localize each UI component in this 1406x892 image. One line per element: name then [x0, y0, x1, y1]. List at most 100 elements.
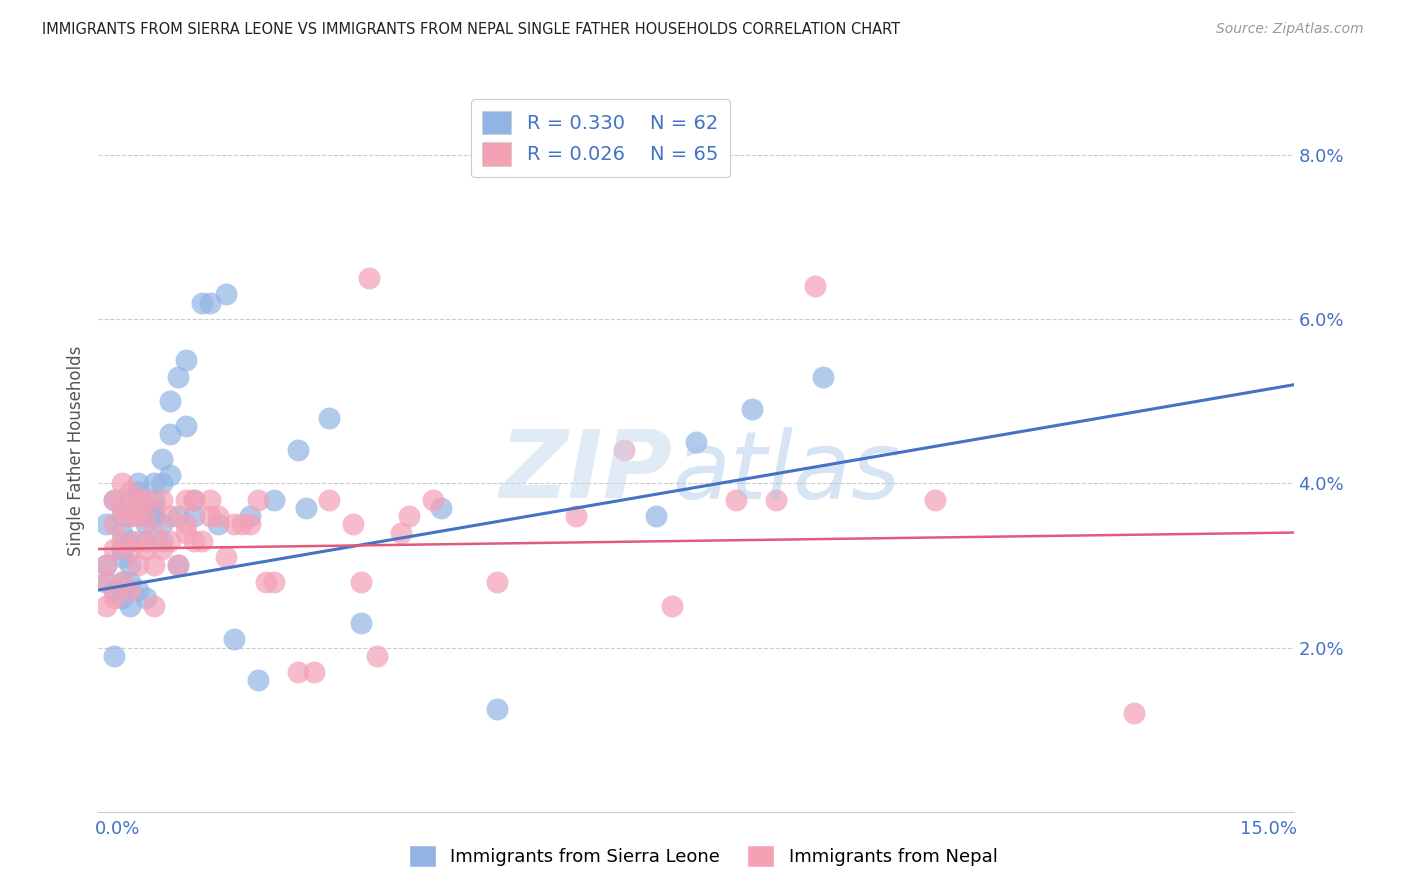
Point: [111, 525, 134, 540]
Point: [685, 435, 707, 450]
Point: [813, 369, 835, 384]
Point: [191, 295, 214, 310]
Y-axis label: Single Father Households: Single Father Households: [66, 345, 84, 556]
Point: [174, 353, 197, 368]
Text: 15.0%: 15.0%: [1240, 821, 1298, 838]
Point: [485, 702, 508, 716]
Point: [120, 541, 142, 556]
Point: [127, 558, 149, 573]
Point: [389, 525, 412, 540]
Point: [804, 279, 827, 293]
Point: [135, 591, 157, 606]
Point: [111, 574, 134, 589]
Point: [150, 533, 173, 548]
Point: [565, 509, 588, 524]
Point: [302, 665, 325, 680]
Point: [111, 591, 134, 606]
Point: [96, 517, 118, 532]
Point: [127, 476, 149, 491]
Point: [287, 665, 309, 680]
Point: [143, 509, 166, 524]
Point: [183, 492, 205, 507]
Legend: R = 0.330    N = 62, R = 0.026    N = 65: R = 0.330 N = 62, R = 0.026 N = 65: [471, 99, 730, 178]
Point: [96, 558, 118, 573]
Point: [239, 517, 262, 532]
Text: ZIP: ZIP: [499, 426, 672, 518]
Point: [150, 541, 173, 556]
Point: [350, 615, 373, 630]
Point: [111, 509, 134, 524]
Point: [143, 476, 166, 491]
Point: [215, 550, 238, 565]
Point: [103, 591, 125, 606]
Point: [96, 574, 118, 589]
Point: [246, 492, 269, 507]
Point: [924, 492, 946, 507]
Point: [150, 492, 173, 507]
Point: [167, 558, 190, 573]
Point: [294, 500, 316, 515]
Point: [135, 509, 157, 524]
Point: [111, 550, 134, 565]
Point: [159, 468, 181, 483]
Point: [485, 574, 508, 589]
Point: [254, 574, 277, 589]
Point: [183, 509, 205, 524]
Point: [127, 582, 149, 597]
Point: [120, 582, 142, 597]
Point: [120, 558, 142, 573]
Point: [127, 533, 149, 548]
Point: [111, 500, 134, 515]
Point: [120, 509, 142, 524]
Point: [103, 492, 125, 507]
Point: [135, 517, 157, 532]
Point: [263, 574, 285, 589]
Point: [150, 517, 173, 532]
Point: [143, 558, 166, 573]
Point: [120, 574, 142, 589]
Point: [120, 509, 142, 524]
Point: [127, 492, 149, 507]
Point: [103, 648, 125, 663]
Point: [174, 525, 197, 540]
Point: [246, 673, 269, 688]
Point: [111, 476, 134, 491]
Point: [96, 599, 118, 614]
Point: [127, 484, 149, 499]
Point: [318, 410, 340, 425]
Point: [366, 648, 388, 663]
Point: [120, 599, 142, 614]
Text: atlas: atlas: [672, 426, 900, 517]
Point: [198, 492, 221, 507]
Point: [350, 574, 373, 589]
Point: [359, 271, 381, 285]
Point: [198, 509, 221, 524]
Point: [422, 492, 444, 507]
Point: [135, 492, 157, 507]
Point: [135, 509, 157, 524]
Point: [183, 492, 205, 507]
Point: [103, 582, 125, 597]
Point: [111, 533, 134, 548]
Point: [143, 492, 166, 507]
Point: [263, 492, 285, 507]
Point: [191, 533, 214, 548]
Point: [150, 476, 173, 491]
Point: [661, 599, 683, 614]
Point: [430, 500, 453, 515]
Point: [765, 492, 787, 507]
Point: [207, 509, 229, 524]
Point: [127, 492, 149, 507]
Point: [167, 369, 190, 384]
Point: [103, 517, 125, 532]
Point: [135, 541, 157, 556]
Point: [120, 533, 142, 548]
Point: [207, 517, 229, 532]
Point: [96, 558, 118, 573]
Point: [143, 500, 166, 515]
Point: [143, 525, 166, 540]
Point: [318, 492, 340, 507]
Point: [135, 533, 157, 548]
Point: [111, 574, 134, 589]
Point: [342, 517, 364, 532]
